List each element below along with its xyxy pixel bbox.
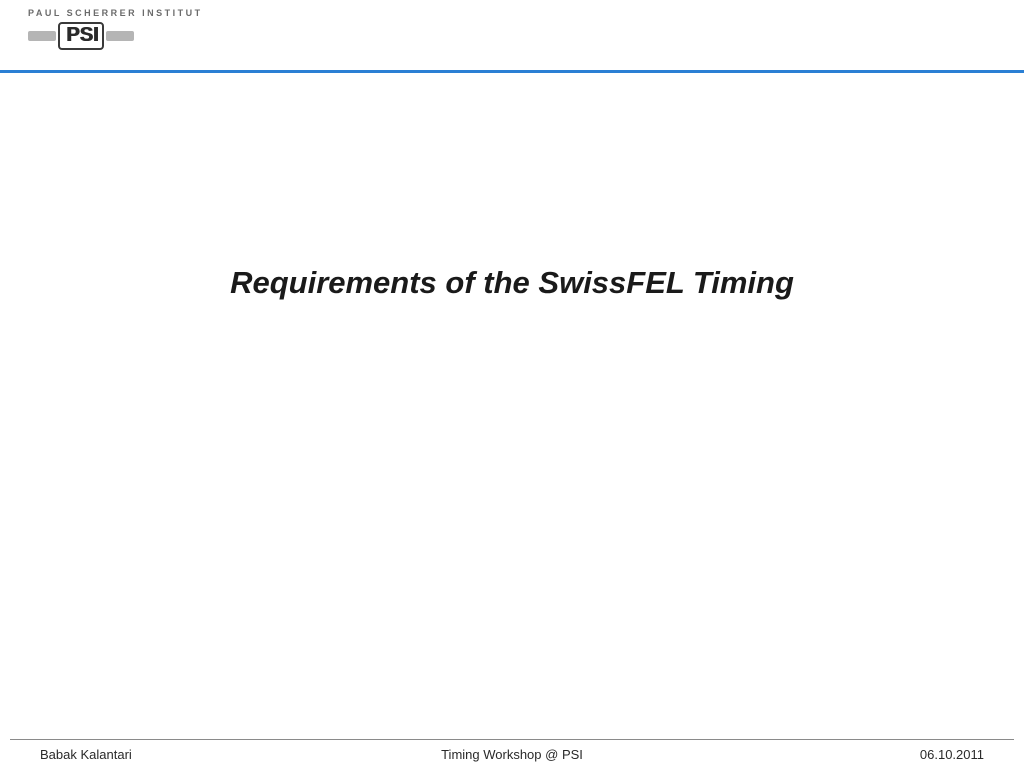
slide: PAUL SCHERRER INSTITUT P S I Requirement… [0,0,1024,768]
page-title: Requirements of the SwissFEL Timing [0,265,1024,301]
psi-letter: S [79,25,90,45]
footer-event: Timing Workshop @ PSI [441,747,583,762]
footer-date: 06.10.2011 [920,747,984,762]
logo-bar-right-icon [106,31,134,41]
psi-box-icon: P S I [58,22,104,50]
logo-area: PAUL SCHERRER INSTITUT P S I [28,8,203,50]
psi-logo: P S I [28,22,203,50]
footer-author: Babak Kalantari [40,747,132,762]
psi-letter: P [66,25,77,45]
footer: Babak Kalantari Timing Workshop @ PSI 06… [0,747,1024,762]
psi-letter: I [93,25,97,45]
header-rule-icon [0,70,1024,73]
footer-rule-icon [10,739,1014,740]
logo-bar-left-icon [28,31,56,41]
institut-label: PAUL SCHERRER INSTITUT [28,8,203,18]
